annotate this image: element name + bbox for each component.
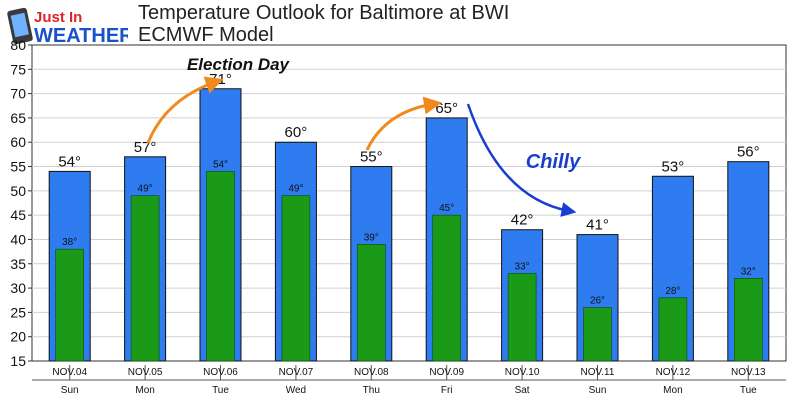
x-tick-label: NOV.04 [52,367,87,378]
bar-low [130,195,160,362]
y-tick-label: 70 [10,86,26,102]
phone-icon [7,7,33,45]
bar-low [733,278,763,362]
x-tick-label: NOV.13 [731,367,766,378]
day-label: Sun [589,385,607,396]
x-tick-label: NOV.09 [429,367,464,378]
bar-low-label: 49° [288,184,303,195]
bar-low-label: 33° [515,261,530,272]
bar-high-label: 56° [737,144,760,161]
day-label: Mon [663,385,682,396]
y-tick-label: 65 [10,110,26,126]
annotation-election-day: Election Day [187,55,291,74]
warm-arrow-2 [365,96,442,151]
bar-high-label: 41° [586,217,609,234]
y-tick-label: 60 [10,134,26,150]
chart-title: Temperature Outlook for Baltimore at BWI [138,2,510,24]
bar-low [658,297,688,362]
day-label: Mon [135,385,154,396]
bar-low [583,307,612,362]
day-label: Sun [61,385,79,396]
bar-low-label: 49° [138,184,153,195]
y-tick-label: 20 [10,329,26,345]
y-tick-label: 40 [10,231,26,247]
bar-low-label: 32° [741,266,756,277]
bar-low [281,195,311,362]
x-tick-label: NOV.10 [505,367,540,378]
bar-low [432,214,462,362]
bar-low [507,273,537,362]
bar-low-label: 26° [590,296,605,307]
y-tick-label: 50 [10,183,26,199]
bar-high-label: 55° [360,149,383,166]
bar-high-label: 57° [134,139,157,156]
bar-low-label: 39° [364,232,379,243]
bar-low [356,244,386,362]
day-label: Fri [441,385,453,396]
y-tick-label: 75 [10,61,26,77]
x-tick-label: NOV.08 [354,367,389,378]
y-tick-label: 45 [10,207,26,223]
bar-low-label: 45° [439,203,454,214]
bar-high-label: 53° [662,158,685,175]
x-tick-label: NOV.07 [279,367,314,378]
day-label: Tue [740,385,757,396]
x-tick-label: NOV.05 [128,367,163,378]
y-tick-label: 55 [10,159,26,175]
y-tick-label: 80 [10,37,26,53]
bar-high-label: 42° [511,212,534,229]
y-tick-label: 30 [10,280,26,296]
cold-arrow [466,103,577,217]
day-label: Thu [363,385,380,396]
y-tick-label: 35 [10,256,26,272]
bar-low-label: 38° [62,237,77,248]
y-tick-label: 25 [10,304,26,320]
annotation-chilly: Chilly [526,151,581,173]
bar-high-label: 60° [285,124,308,141]
bar-low [55,248,85,362]
y-tick-label: 15 [10,353,26,369]
logo-line1: Just In [34,9,82,26]
bar-low [206,171,235,362]
bar-low-label: 28° [665,286,680,297]
day-label: Tue [212,385,229,396]
x-tick-label: NOV.12 [656,367,691,378]
just-in-weather-logo: Just In WEATHER [7,7,128,47]
x-tick-label: NOV.06 [203,367,238,378]
logo-line2: WEATHER [34,25,128,47]
chart-subtitle: ECMWF Model [138,24,274,46]
warm-arrow-1 [146,76,224,144]
x-tick-label: NOV.11 [581,367,615,378]
bar-high-label: 54° [58,153,81,170]
bar-high-label: 65° [435,100,458,117]
day-label: Wed [286,385,306,396]
day-label: Sat [515,385,530,396]
bar-low-label: 54° [213,159,228,170]
